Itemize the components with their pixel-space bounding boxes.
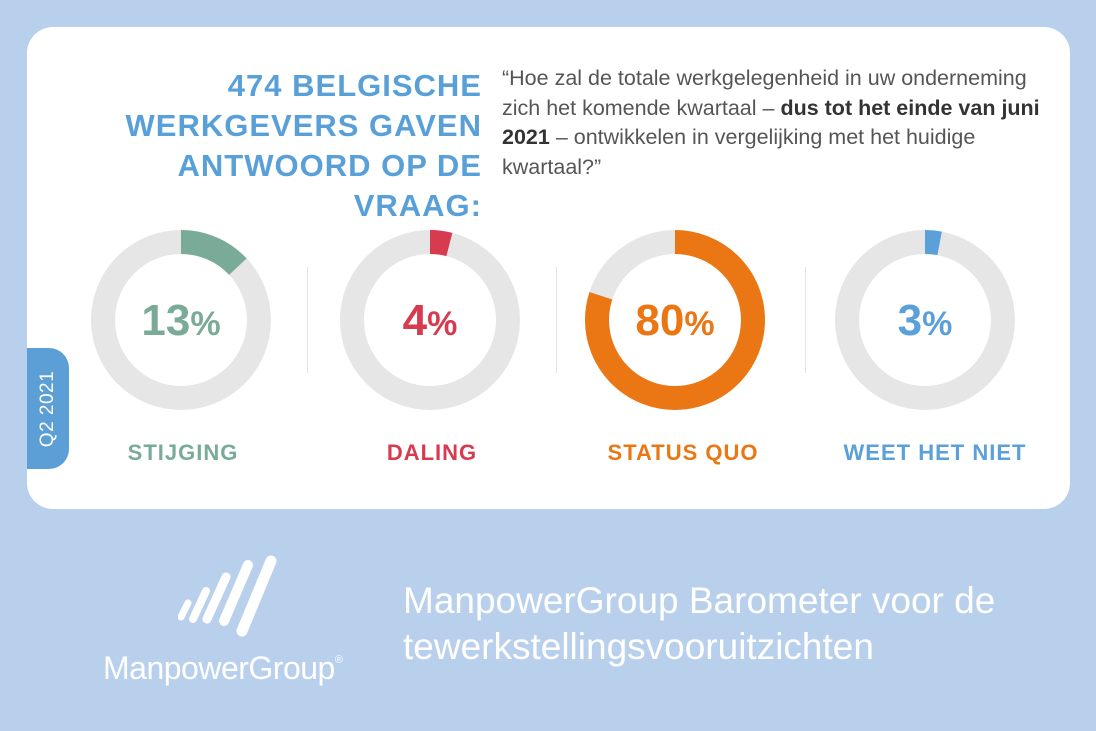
period-tab [27,348,69,469]
value-unit: % [427,305,458,343]
value-number: 80 [635,296,685,345]
value-number: 4 [402,296,428,345]
donut-weet-het-niet [835,230,1015,410]
value-unit: % [190,305,221,343]
donut-arc-daling [340,230,520,410]
question-emphasis: dus tot het einde van juni 2021 [502,95,1040,150]
footer-title: ManpowerGroup Barometer voor de tewerkst… [403,580,996,667]
results-card [27,27,1070,509]
headline-line: ANTWOORD OP DE VRAAG: [177,148,482,223]
brand-text: ManpowerGroup [103,650,335,686]
label-daling: DALING [386,440,478,465]
value-status-quo: 80% [584,296,766,349]
period-label: Q2 2021 [37,370,58,448]
donut-status-quo [585,230,765,410]
value-weet-het-niet: 3% [834,296,1016,349]
brand-name: ManpowerGroup® [103,650,343,687]
manpowergroup-logo-icon [178,555,277,637]
question-text: – ontwikkelen in vergelijking met het hu… [502,125,976,179]
donut-arc-stijging [91,230,271,410]
value-number: 3 [897,296,923,345]
value-unit: % [684,305,715,343]
value-stijging: 13% [90,296,272,349]
headline-line: WERKGEVERS GAVEN [125,108,482,143]
label-stijging: STIJGING [127,440,239,465]
label-status-quo: STATUS QUO [607,440,759,465]
label-weet-het-niet: WEET HET NIET [843,440,1027,465]
separator [307,267,308,373]
survey-question: “Hoe zal de totale werkgelegenheid in uw… [502,64,1042,182]
donut-stijging [91,230,271,410]
separator [556,267,557,373]
value-unit: % [922,305,953,343]
donut-arc-weet-het-niet [835,230,1015,410]
donut-arc-status-quo [585,230,765,410]
headline-line: 474 BELGISCHE [227,68,482,103]
registered-mark: ® [334,654,343,666]
value-number: 13 [141,296,191,345]
value-daling: 4% [339,296,521,349]
donut-daling [340,230,520,410]
separator [805,267,806,373]
headline: 474 BELGISCHE WERKGEVERS GAVEN ANTWOORD … [62,66,482,226]
question-text: “Hoe zal de totale werkgelegenheid in uw… [502,66,1027,120]
